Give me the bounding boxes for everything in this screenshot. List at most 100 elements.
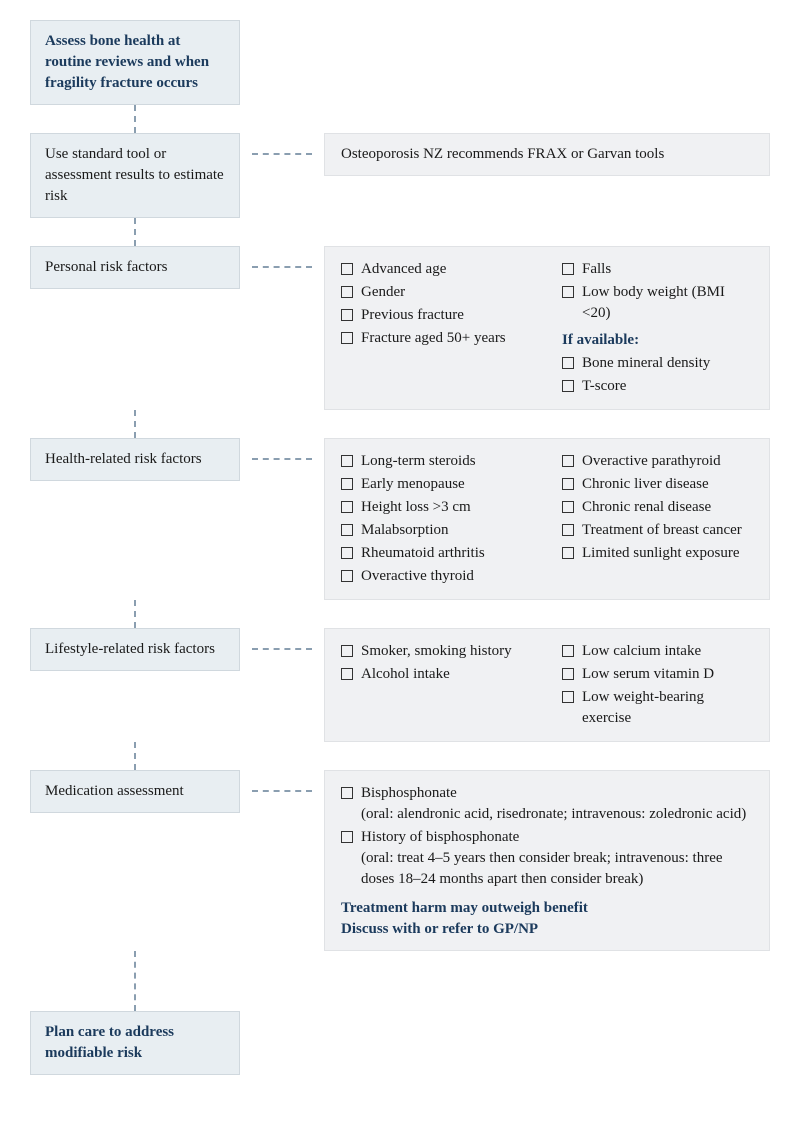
checklist-item-label: Treatment of breast cancer [582, 520, 753, 541]
medication-items: Bisphosphonate(oral: alendronic acid, ri… [341, 783, 753, 890]
checklist-item-label: Previous fracture [361, 305, 532, 326]
horizontal-connector [252, 648, 312, 650]
checklist-item-label: Rheumatoid arthritis [361, 543, 532, 564]
checklist-item: Rheumatoid arthritis [341, 543, 532, 564]
health-col1: Long-term steroidsEarly menopauseHeight … [341, 449, 532, 589]
checklist-item: Falls [562, 259, 753, 280]
checklist-item: T-score [562, 376, 753, 397]
row-assess: Assess bone health at routine reviews an… [30, 20, 770, 105]
checklist-item-label: Overactive parathyroid [582, 451, 753, 472]
row-tool: Use standard tool or assessment results … [30, 133, 770, 218]
detail-medication: Bisphosphonate(oral: alendronic acid, ri… [324, 770, 770, 951]
checklist-item-label: Low body weight (BMI <20) [582, 282, 753, 324]
checklist-item: Alcohol intake [341, 664, 532, 685]
checkbox-icon [562, 357, 574, 369]
box-medication: Medication assessment [30, 770, 240, 813]
checkbox-icon [341, 524, 353, 536]
row-health: Health-related risk factors Long-term st… [30, 438, 770, 600]
checkbox-icon [341, 455, 353, 467]
medication-item: History of bisphosphonate(oral: treat 4–… [341, 827, 753, 890]
checklist-item-label: Advanced age [361, 259, 532, 280]
checklist-item: Low body weight (BMI <20) [562, 282, 753, 324]
medication-note-2: Discuss with or refer to GP/NP [341, 919, 753, 940]
checklist-item-label: Long-term steroids [361, 451, 532, 472]
checklist-item: Malabsorption [341, 520, 532, 541]
if-available-heading: If available: [562, 330, 753, 351]
checklist-item: Smoker, smoking history [341, 641, 532, 662]
detail-personal: Advanced ageGenderPrevious fractureFract… [324, 246, 770, 410]
detail-health: Long-term steroidsEarly menopauseHeight … [324, 438, 770, 600]
checkbox-icon [341, 645, 353, 657]
checklist-item-label: Bone mineral density [582, 353, 753, 374]
vertical-connector [30, 410, 240, 438]
vertical-connector [30, 105, 240, 133]
vertical-connector [30, 600, 240, 628]
checklist-item: Treatment of breast cancer [562, 520, 753, 541]
medication-item-sub: (oral: alendronic acid, risedronate; int… [361, 804, 753, 825]
checklist-item: Long-term steroids [341, 451, 532, 472]
checkbox-icon [562, 286, 574, 298]
horizontal-connector [252, 153, 312, 155]
detail-lifestyle: Smoker, smoking historyAlcohol intake Lo… [324, 628, 770, 742]
box-health: Health-related risk factors [30, 438, 240, 481]
checklist-item-label: Falls [582, 259, 753, 280]
checkbox-icon [562, 547, 574, 559]
checkbox-icon [562, 668, 574, 680]
personal-col2: FallsLow body weight (BMI <20) If availa… [562, 257, 753, 399]
medication-item-main: Bisphosphonate [361, 783, 753, 804]
medication-item-sub: (oral: treat 4–5 years then consider bre… [361, 848, 753, 890]
checkbox-icon [341, 309, 353, 321]
checklist-item-label: Height loss >3 cm [361, 497, 532, 518]
checkbox-icon [562, 380, 574, 392]
vertical-connector [30, 742, 240, 770]
lifestyle-col2: Low calcium intakeLow serum vitamin DLow… [562, 639, 753, 731]
checklist-item: Gender [341, 282, 532, 303]
checklist-item: Overactive parathyroid [562, 451, 753, 472]
checkbox-icon [341, 332, 353, 344]
checkbox-icon [562, 455, 574, 467]
checklist-item: Low serum vitamin D [562, 664, 753, 685]
row-lifestyle: Lifestyle-related risk factors Smoker, s… [30, 628, 770, 742]
medication-item: Bisphosphonate(oral: alendronic acid, ri… [341, 783, 753, 825]
checklist-item: Limited sunlight exposure [562, 543, 753, 564]
checklist-item-label: Chronic liver disease [582, 474, 753, 495]
box-assess: Assess bone health at routine reviews an… [30, 20, 240, 105]
checklist-item: Chronic renal disease [562, 497, 753, 518]
horizontal-connector [252, 266, 312, 268]
checklist-item-label: Low calcium intake [582, 641, 753, 662]
checkbox-icon [562, 501, 574, 513]
box-personal: Personal risk factors [30, 246, 240, 289]
checkbox-icon [341, 501, 353, 513]
checklist-item: Bone mineral density [562, 353, 753, 374]
checklist-item: Previous fracture [341, 305, 532, 326]
row-personal: Personal risk factors Advanced ageGender… [30, 246, 770, 410]
checkbox-icon [341, 478, 353, 490]
checklist-item: Height loss >3 cm [341, 497, 532, 518]
horizontal-connector [252, 790, 312, 792]
checklist-item: Early menopause [341, 474, 532, 495]
checkbox-icon [562, 524, 574, 536]
detail-tool: Osteoporosis NZ recommends FRAX or Garva… [324, 133, 770, 176]
row-plan: Plan care to address modifiable risk [30, 1011, 770, 1075]
checklist-item: Chronic liver disease [562, 474, 753, 495]
row-medication: Medication assessment Bisphosphonate(ora… [30, 770, 770, 951]
box-tool: Use standard tool or assessment results … [30, 133, 240, 218]
checklist-item: Overactive thyroid [341, 566, 532, 587]
checkbox-icon [341, 570, 353, 582]
checkbox-icon [341, 787, 353, 799]
checklist-item-label: Smoker, smoking history [361, 641, 532, 662]
box-plan: Plan care to address modifiable risk [30, 1011, 240, 1075]
checkbox-icon [562, 478, 574, 490]
vertical-connector [30, 218, 240, 246]
checkbox-icon [341, 263, 353, 275]
checklist-item-label: Malabsorption [361, 520, 532, 541]
checkbox-icon [341, 547, 353, 559]
checkbox-icon [562, 691, 574, 703]
medication-note-1: Treatment harm may outweigh benefit [341, 898, 753, 919]
checklist-item-label: T-score [582, 376, 753, 397]
checkbox-icon [562, 645, 574, 657]
checklist-item-label: Low serum vitamin D [582, 664, 753, 685]
checklist-item-label: Low weight-bearing exercise [582, 687, 753, 729]
box-lifestyle: Lifestyle-related risk factors [30, 628, 240, 671]
checklist-item-label: Limited sunlight exposure [582, 543, 753, 564]
